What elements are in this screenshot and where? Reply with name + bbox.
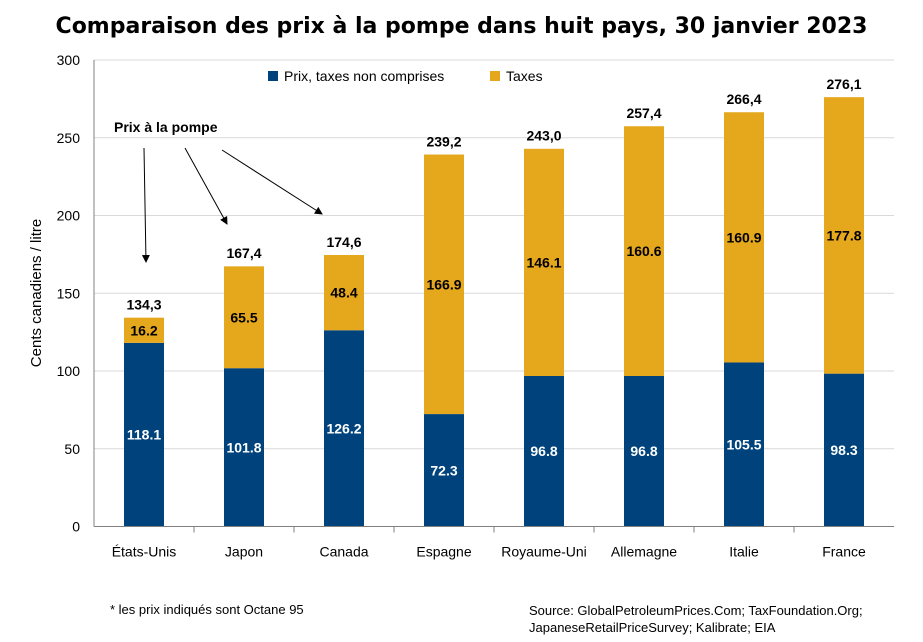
total-label: 243,0	[526, 128, 561, 144]
chart-title: Comparaison des prix à la pompe dans hui…	[55, 14, 868, 39]
bar-segment-taxes	[124, 317, 164, 343]
y-tick-label: 200	[57, 208, 81, 224]
y-tick-label: 150	[57, 285, 81, 301]
annotation-arrow	[221, 149, 323, 215]
legend-label: Taxes	[506, 68, 543, 84]
bar-segment-price	[724, 362, 764, 527]
y-tick-label: 100	[57, 363, 81, 379]
bar-segment-taxes	[324, 254, 364, 331]
legend-swatch	[268, 71, 278, 81]
data-label: 101.8	[226, 439, 261, 455]
total-label: 257,4	[626, 105, 661, 121]
total-label: 167,4	[226, 245, 261, 261]
y-tick-label: 0	[72, 519, 80, 535]
total-label: 276,1	[826, 76, 861, 92]
total-label: 266,4	[726, 91, 761, 107]
annotation-arrow	[184, 147, 228, 225]
data-label: 96.8	[630, 443, 657, 459]
data-label: 160.6	[626, 243, 661, 259]
data-label: 48.4	[330, 285, 357, 301]
bar-segment-price	[424, 414, 464, 527]
data-label: 105.5	[726, 436, 761, 452]
x-tick-label: France	[822, 544, 866, 560]
y-tick-label: 50	[64, 441, 80, 457]
bar-segment-price	[824, 373, 864, 527]
legend-swatch	[490, 71, 500, 81]
bar-segment-taxes	[724, 112, 764, 363]
total-label: 239,2	[426, 134, 461, 150]
data-label: 166.9	[426, 276, 461, 292]
total-label: 174,6	[326, 234, 361, 250]
bar-segment-price	[324, 330, 364, 527]
y-axis-label: Cents canadiens / litre	[28, 219, 45, 367]
bar-segment-taxes	[424, 154, 464, 415]
bar-segment-price	[524, 375, 564, 527]
source-line: JapaneseRetailPriceSurvey; Kalibrate; EI…	[529, 620, 776, 635]
data-label: 98.3	[830, 442, 857, 458]
source-note: Source: GlobalPetroleumPrices.Com; TaxFo…	[529, 602, 863, 636]
annotation-arrow	[141, 147, 150, 263]
bar-segment-taxes	[824, 97, 864, 374]
data-label: 65.5	[230, 309, 257, 325]
bar-segment-taxes	[224, 266, 264, 369]
y-tick-label: 300	[57, 52, 81, 68]
bar-segment-taxes	[624, 126, 664, 376]
y-tick-label: 250	[57, 130, 81, 146]
bar-segment-price	[124, 342, 164, 527]
data-label: 126.2	[326, 420, 361, 436]
data-label: 72.3	[430, 462, 457, 478]
annotation-text: Prix à la pompe	[114, 119, 218, 135]
data-label: 96.8	[530, 443, 557, 459]
bar-segment-taxes	[524, 148, 564, 376]
footnote: * les prix indiqués sont Octane 95	[110, 602, 304, 617]
x-tick-label: Japon	[225, 544, 263, 560]
bar-segment-price	[624, 375, 664, 527]
bar-segment-price	[224, 368, 264, 527]
x-tick-label: Italie	[729, 544, 759, 560]
data-label: 146.1	[526, 254, 561, 270]
data-label: 16.2	[130, 322, 157, 338]
legend-label: Prix, taxes non comprises	[284, 68, 444, 84]
total-label: 134,3	[126, 297, 161, 313]
x-tick-label: Espagne	[416, 544, 471, 560]
x-tick-label: États-Unis	[112, 544, 177, 560]
x-tick-label: Royaume-Uni	[501, 544, 587, 560]
data-label: 160.9	[726, 229, 761, 245]
data-label: 118.1	[127, 427, 161, 443]
source-line: Source: GlobalPetroleumPrices.Com; TaxFo…	[529, 603, 863, 618]
data-label: 177.8	[826, 227, 861, 243]
x-tick-label: Canada	[319, 544, 368, 560]
x-tick-label: Allemagne	[611, 544, 677, 560]
